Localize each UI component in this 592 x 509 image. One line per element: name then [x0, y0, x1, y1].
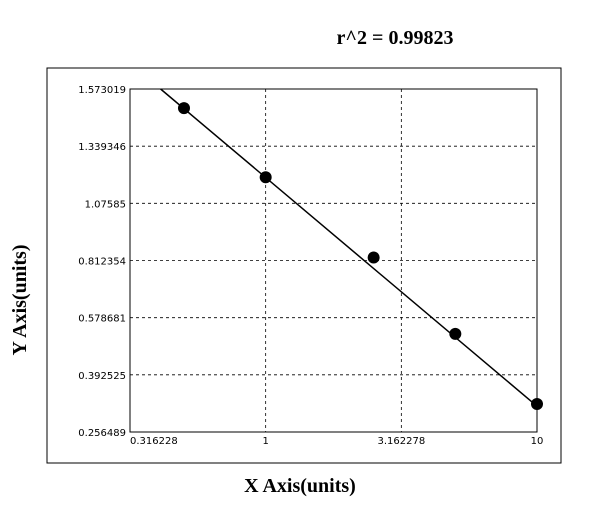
plot-area: [129, 88, 538, 433]
x-tick-label: 10: [531, 436, 544, 447]
data-point: [449, 327, 462, 340]
chart-title: r^2 = 0.99823: [337, 27, 454, 49]
y-tick-label: 0.256489: [78, 428, 126, 439]
x-axis-label: X Axis(units): [244, 475, 356, 497]
data-point: [177, 102, 190, 115]
fit-line: [160, 88, 538, 407]
x-tick-label: 0.316228: [130, 436, 178, 447]
y-tick-label: 0.392525: [78, 371, 126, 382]
y-tick-label: 1.573019: [78, 85, 126, 96]
y-tick-label: 0.812354: [78, 257, 126, 268]
y-tick-label: 1.339346: [78, 142, 126, 153]
y-tick-label: 0.578681: [78, 314, 126, 325]
y-axis-label: Y Axis(units): [9, 245, 31, 356]
y-tick-label: 1.07585: [85, 199, 126, 210]
frame: [46, 67, 562, 464]
data-point: [259, 171, 272, 184]
data-point: [367, 251, 380, 264]
x-tick-label: 1: [262, 436, 268, 447]
x-tick-label: 3.162278: [377, 436, 425, 447]
data-point: [531, 398, 543, 411]
